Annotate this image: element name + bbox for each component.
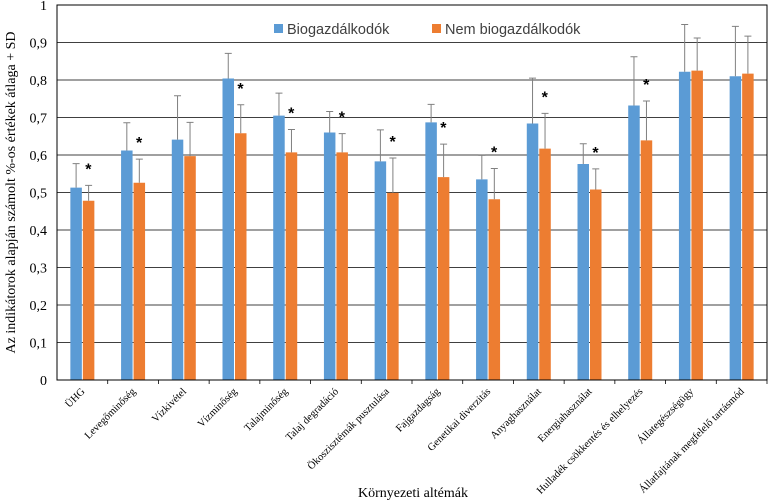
y-tick-label: 0,3 [30, 262, 48, 277]
bar-nem-biogazdalkodok [285, 152, 298, 380]
bars [70, 70, 754, 380]
bar-biogazdalkodok [171, 139, 184, 380]
bar-nem-biogazdalkodok [742, 73, 754, 380]
bar-biogazdalkodok [476, 179, 488, 380]
x-axis-title: Környezeti altémák [358, 486, 468, 501]
significance-star: * [339, 110, 346, 127]
y-tick-label: 0,5 [30, 187, 48, 202]
bar-nem-biogazdalkodok [539, 148, 551, 380]
x-tick-label: Fajgazdagság [394, 386, 443, 435]
gridlines [57, 4, 767, 381]
y-tick-label: 0,6 [30, 149, 48, 164]
y-axis-title: Az indikátorok alapján számolt %-os érté… [4, 31, 19, 353]
bar-biogazdalkodok [323, 132, 336, 380]
x-tick-label: Levegőminőség [83, 386, 139, 442]
legend-swatch-nem-biogazdalkodok [432, 24, 441, 33]
bar-biogazdalkodok [121, 150, 133, 380]
significance-star: * [643, 77, 650, 94]
legend: Biogazdálkodók Nem biogazdálkodók [274, 22, 581, 38]
bar-biogazdalkodok [425, 122, 437, 380]
significance-star: * [390, 134, 397, 151]
bar-nem-biogazdalkodok [387, 192, 399, 380]
y-axis-ticks: 0 0,1 0,2 0,3 0,4 0,5 0,6 0,7 0,8 0,9 1 [30, 0, 48, 389]
bar-biogazdalkodok [222, 78, 234, 380]
significance-markers: * * * * * * * * * * * [85, 77, 650, 178]
significance-star: * [592, 145, 599, 162]
bar-nem-biogazdalkodok [640, 140, 653, 380]
bar-nem-biogazdalkodok [184, 156, 196, 380]
legend-label-biogazdalkodok: Biogazdálkodók [287, 22, 390, 38]
x-tick-label: Vízkivétel [150, 386, 189, 425]
bar-biogazdalkodok [729, 76, 742, 380]
x-tick-label: Ökoszisztémák pusztulása [305, 385, 392, 472]
y-tick-label: 0,4 [30, 224, 48, 239]
significance-star: * [136, 135, 143, 152]
significance-star: * [237, 81, 244, 98]
bar-nem-biogazdalkodok [488, 199, 501, 380]
y-tick-label: 0 [40, 374, 47, 389]
significance-star: * [288, 106, 295, 123]
x-tick-label: ÜHG [63, 385, 88, 410]
significance-star: * [440, 120, 447, 137]
bar-nem-biogazdalkodok [82, 200, 95, 380]
bar-biogazdalkodok [374, 161, 387, 380]
bar-nem-biogazdalkodok [133, 182, 146, 380]
significance-star: * [491, 145, 498, 162]
y-tick-label: 0,7 [30, 112, 48, 127]
bar-nem-biogazdalkodok [336, 152, 348, 380]
error-bars [72, 24, 752, 201]
bar-biogazdalkodok [526, 123, 539, 380]
bar-nem-biogazdalkodok [590, 189, 602, 380]
x-tick-label: Hulladék csökkentés és elhelyezés [535, 386, 645, 496]
y-tick-label: 0,8 [30, 74, 48, 89]
legend-label-nem-biogazdalkodok: Nem biogazdálkodók [445, 22, 581, 38]
significance-star: * [85, 161, 92, 178]
x-tick-label: Anyaghasználat [489, 386, 544, 441]
bar-nem-biogazdalkodok [437, 177, 450, 380]
bar-nem-biogazdalkodok [691, 70, 703, 380]
y-tick-label: 0,1 [30, 337, 48, 352]
y-tick-label: 0,2 [30, 299, 48, 314]
x-tick-label: Talajminőség [243, 386, 291, 434]
legend-swatch-biogazdalkodok [274, 24, 283, 33]
x-tick-label: Energiahasználat [536, 386, 594, 444]
bar-biogazdalkodok [628, 105, 640, 380]
bar-nem-biogazdalkodok [235, 133, 247, 380]
bar-biogazdalkodok [273, 115, 285, 380]
bar-biogazdalkodok [70, 187, 82, 380]
y-tick-label: 1 [40, 0, 47, 14]
y-tick-label: 0,9 [30, 37, 48, 52]
bar-biogazdalkodok [577, 164, 589, 380]
x-tick-label: Állatfajtának megfelelő tartásmód [637, 385, 747, 495]
significance-star: * [542, 89, 549, 106]
x-tick-label: Vízminőség [196, 386, 240, 430]
x-tick-label: Talaj degradáció [284, 386, 341, 443]
bar-biogazdalkodok [678, 71, 691, 380]
